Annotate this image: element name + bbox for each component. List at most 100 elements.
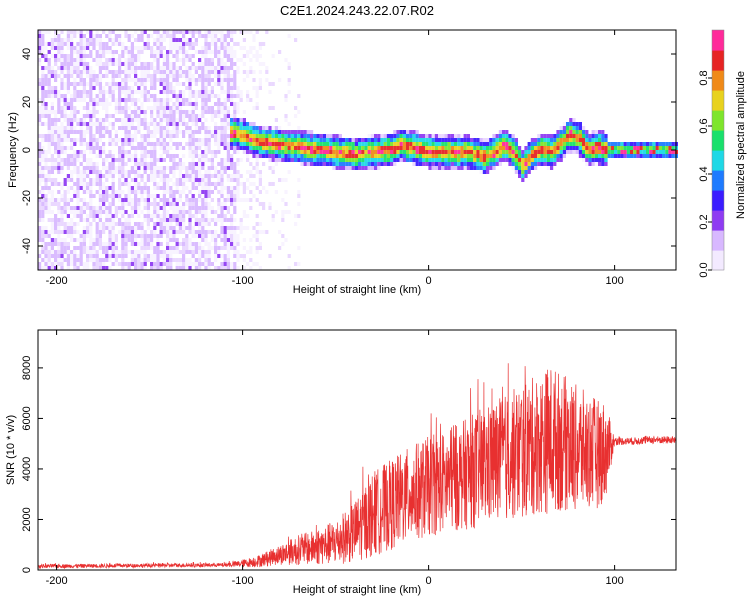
- heatmap-cell: [130, 202, 134, 206]
- heatmap-cell: [198, 90, 202, 94]
- heatmap-cell: [124, 178, 128, 182]
- heatmap-cell: [143, 66, 147, 70]
- heatmap-cell: [169, 122, 173, 126]
- heatmap-cell: [50, 198, 54, 202]
- heatmap-cell: [370, 166, 374, 170]
- heatmap-cell: [98, 70, 102, 74]
- heatmap-cell: [310, 158, 314, 162]
- heatmap-cell: [191, 54, 195, 58]
- colorbar-band: [712, 214, 724, 219]
- heatmap-cell: [57, 66, 61, 70]
- heatmap-cell: [284, 98, 288, 102]
- heatmap-cell: [230, 194, 234, 198]
- heatmap-cell: [166, 102, 170, 106]
- heatmap-cell: [82, 206, 86, 210]
- heatmap-cell: [172, 114, 176, 118]
- heatmap-cell: [281, 146, 285, 150]
- heatmap-cell: [518, 154, 522, 158]
- heatmap-cell: [268, 134, 272, 138]
- heatmap-cell: [230, 74, 234, 78]
- heatmap-cell: [54, 138, 58, 142]
- heatmap-cell: [386, 134, 390, 138]
- heatmap-cell: [178, 50, 182, 54]
- heatmap-cell: [166, 150, 170, 154]
- heatmap-cell: [383, 162, 387, 166]
- heatmap-cell: [66, 58, 70, 62]
- heatmap-cell: [191, 214, 195, 218]
- heatmap-cell: [159, 74, 163, 78]
- heatmap-cell: [178, 194, 182, 198]
- heatmap-cell: [124, 58, 128, 62]
- heatmap-cell: [121, 174, 125, 178]
- heatmap-cell: [118, 182, 122, 186]
- heatmap-cell: [316, 158, 320, 162]
- heatmap-cell: [92, 142, 96, 146]
- heatmap-cell: [594, 162, 598, 166]
- heatmap-cell: [207, 258, 211, 262]
- heatmap-cell: [303, 142, 307, 146]
- heatmap-cell: [76, 182, 80, 186]
- heatmap-cell: [252, 78, 256, 82]
- heatmap-cell: [57, 90, 61, 94]
- heatmap-cell: [73, 70, 77, 74]
- heatmap-cell: [50, 246, 54, 250]
- heatmap-cell: [76, 50, 80, 54]
- heatmap-cell: [223, 242, 227, 246]
- heatmap-cell: [146, 206, 150, 210]
- colorbar-band: [712, 226, 724, 231]
- heatmap-cell: [47, 206, 51, 210]
- heatmap-cell: [127, 222, 131, 226]
- heatmap-cell: [220, 138, 224, 142]
- heatmap-cell: [194, 166, 198, 170]
- heatmap-cell: [86, 186, 90, 190]
- heatmap-cell: [89, 222, 93, 226]
- heatmap-cell: [143, 214, 147, 218]
- heatmap-cell: [188, 98, 192, 102]
- heatmap-cell: [393, 150, 397, 154]
- heatmap-cell: [66, 102, 70, 106]
- heatmap-cell: [233, 82, 237, 86]
- heatmap-cell: [162, 262, 166, 266]
- heatmap-cell: [143, 142, 147, 146]
- heatmap-cell: [172, 66, 176, 70]
- heatmap-cell: [124, 70, 128, 74]
- heatmap-cell: [236, 130, 240, 134]
- heatmap-cell: [207, 174, 211, 178]
- heatmap-cell: [284, 142, 288, 146]
- heatmap-cell: [143, 166, 147, 170]
- heatmap-cell: [258, 246, 262, 250]
- heatmap-cell: [41, 106, 45, 110]
- heatmap-cell: [502, 158, 506, 162]
- heatmap-cell: [530, 138, 534, 142]
- heatmap-cell: [178, 222, 182, 226]
- heatmap-cell: [182, 154, 186, 158]
- heatmap-cell: [268, 206, 272, 210]
- heatmap-cell: [159, 126, 163, 130]
- heatmap-cell: [44, 122, 48, 126]
- heatmap-cell: [543, 162, 547, 166]
- heatmap-cell: [284, 130, 288, 134]
- heatmap-cell: [150, 150, 154, 154]
- heatmap-cell: [562, 146, 566, 150]
- heatmap-cell: [358, 150, 362, 154]
- heatmap-cell: [255, 102, 259, 106]
- heatmap-cell: [306, 138, 310, 142]
- heatmap-cell: [188, 258, 192, 262]
- heatmap-cell: [310, 150, 314, 154]
- heatmap-cell: [498, 130, 502, 134]
- heatmap-cell: [146, 34, 150, 38]
- heatmap-cell: [543, 158, 547, 162]
- heatmap-cell: [313, 150, 317, 154]
- heatmap-cell: [489, 166, 493, 170]
- heatmap-cell: [572, 134, 576, 138]
- heatmap-cell: [82, 190, 86, 194]
- heatmap-cell: [54, 94, 58, 98]
- heatmap-cell: [175, 130, 179, 134]
- heatmap-cell: [498, 146, 502, 150]
- heatmap-cell: [255, 90, 259, 94]
- heatmap-cell: [54, 46, 58, 50]
- heatmap-cell: [191, 130, 195, 134]
- heatmap-cell: [223, 54, 227, 58]
- heatmap-cell: [210, 70, 214, 74]
- heatmap-cell: [73, 222, 77, 226]
